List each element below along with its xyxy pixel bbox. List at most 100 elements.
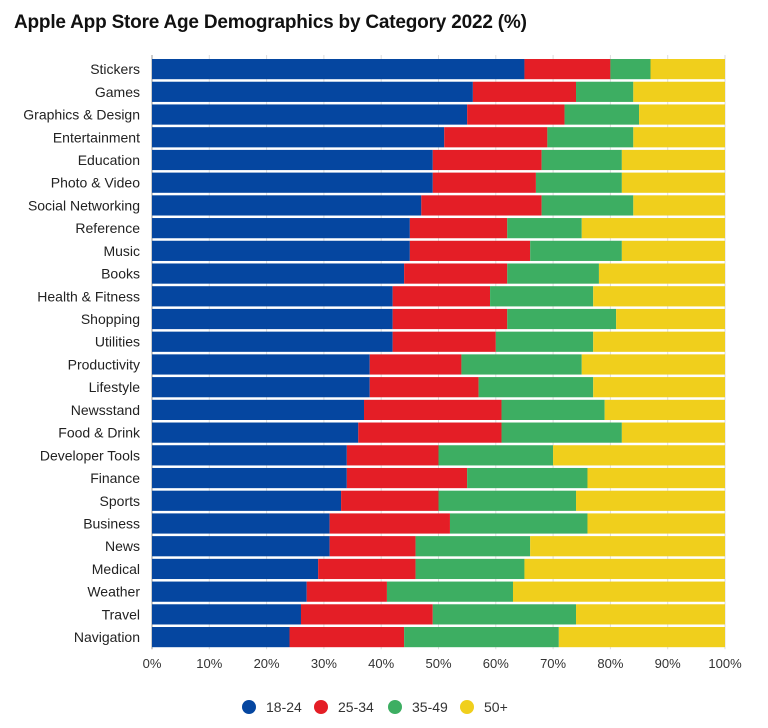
category-label: Photo & Video [51,175,140,191]
bar-developer-tools-18-24 [152,445,347,466]
bar-finance-18-24 [152,467,347,489]
category-label: Productivity [68,356,140,372]
bar-medical-18-24 [152,558,319,580]
x-tick-label: 30% [311,656,337,671]
bar-news-18-24 [152,536,330,557]
bar-reference-50 [581,218,725,239]
bar-medical-25-34 [318,558,416,580]
category-label: Reference [75,220,140,236]
bar-social-networking-35-49 [541,195,634,216]
bar-lifestyle-25-34 [369,377,479,398]
bar-education-18-24 [152,149,433,171]
bar-utilities-35-49 [495,331,594,352]
bar-medical-50 [524,558,725,580]
bar-travel-18-24 [152,604,301,625]
x-tick-label: 20% [254,656,280,671]
bar-games-18-24 [152,81,473,102]
legend-label-50: 50+ [484,699,508,715]
bar-entertainment-25-34 [444,127,548,148]
x-axis-ticks: 0% 10% 20% 30% 40% 50% 60% 70% 80% 90% 100% [143,656,742,671]
bar-finance-50 [587,467,725,489]
category-label: Shopping [81,311,140,327]
bar-reference-18-24 [152,218,410,239]
bar-graphics-design-25-34 [467,104,565,125]
x-tick-label: 10% [196,656,222,671]
bar-education-35-49 [541,149,622,171]
bar-graphics-design-35-49 [564,104,640,125]
category-label: Business [83,516,140,532]
category-label: News [105,538,140,554]
bar-newsstand-18-24 [152,399,365,420]
bar-food-drink-35-49 [501,422,622,443]
bar-business-18-24 [152,513,330,534]
category-label: Games [95,84,140,100]
bar-games-35-49 [576,81,634,102]
bar-developer-tools-25-34 [346,445,439,466]
bar-developer-tools-50 [553,445,725,466]
category-label: Finance [90,470,140,486]
legend-label-25-34: 25-34 [338,699,374,715]
bar-navigation-18-24 [152,627,290,648]
category-label: Stickers [90,61,140,77]
bar-stickers-50 [650,59,725,80]
bar-games-25-34 [472,81,577,102]
bar-graphics-design-18-24 [152,104,468,125]
category-label: Developer Tools [40,447,140,463]
bar-reference-35-49 [507,218,582,239]
bar-books-35-49 [507,263,599,284]
bar-entertainment-35-49 [547,127,634,148]
bar-utilities-25-34 [392,331,496,352]
bar-social-networking-50 [633,195,725,216]
legend-label-18-24: 18-24 [266,699,302,715]
bar-stickers-25-34 [524,59,611,80]
bar-sports-50 [576,490,725,511]
category-label: Books [101,266,140,282]
bar-social-networking-25-34 [421,195,542,216]
legend-swatch-50 [460,700,474,714]
bar-food-drink-25-34 [358,422,502,443]
bar-developer-tools-35-49 [438,445,554,466]
bar-travel-50 [576,604,725,625]
x-tick-label: 0% [143,656,162,671]
category-label: Graphics & Design [23,107,140,123]
bar-medical-35-49 [415,558,525,580]
category-label: Sports [100,493,140,509]
x-tick-label: 70% [540,656,566,671]
legend-label-35-49: 35-49 [412,699,448,715]
bar-travel-35-49 [432,604,577,625]
bar-shopping-25-34 [392,308,508,330]
bar-finance-35-49 [467,467,588,489]
bar-business-50 [587,513,725,534]
bar-travel-25-34 [300,604,433,625]
bar-entertainment-18-24 [152,127,445,148]
bar-sports-35-49 [438,490,577,511]
bar-health-fitness-50 [593,286,725,307]
bar-shopping-50 [616,308,725,330]
bar-news-25-34 [329,536,416,557]
bar-weather-50 [512,581,725,602]
bars [152,59,725,648]
bar-education-25-34 [432,149,542,171]
bar-stickers-35-49 [610,59,651,80]
bar-productivity-18-24 [152,354,370,375]
x-tick-label: 90% [655,656,681,671]
bar-books-25-34 [404,263,508,284]
bar-weather-35-49 [386,581,513,602]
x-tick-label: 100% [708,656,742,671]
bar-sports-25-34 [341,490,439,511]
bar-lifestyle-18-24 [152,377,370,398]
bar-graphics-design-50 [639,104,725,125]
bar-lifestyle-35-49 [478,377,594,398]
category-label: Lifestyle [89,379,141,395]
category-label: Travel [102,606,140,622]
bar-photo-video-18-24 [152,172,433,193]
category-label: Entertainment [53,129,140,145]
bar-food-drink-50 [621,422,725,443]
bar-music-18-24 [152,240,410,261]
bar-food-drink-18-24 [152,422,359,443]
bar-utilities-18-24 [152,331,393,352]
bar-shopping-18-24 [152,308,393,330]
legend-swatch-25-34 [314,700,328,714]
x-tick-label: 50% [425,656,451,671]
